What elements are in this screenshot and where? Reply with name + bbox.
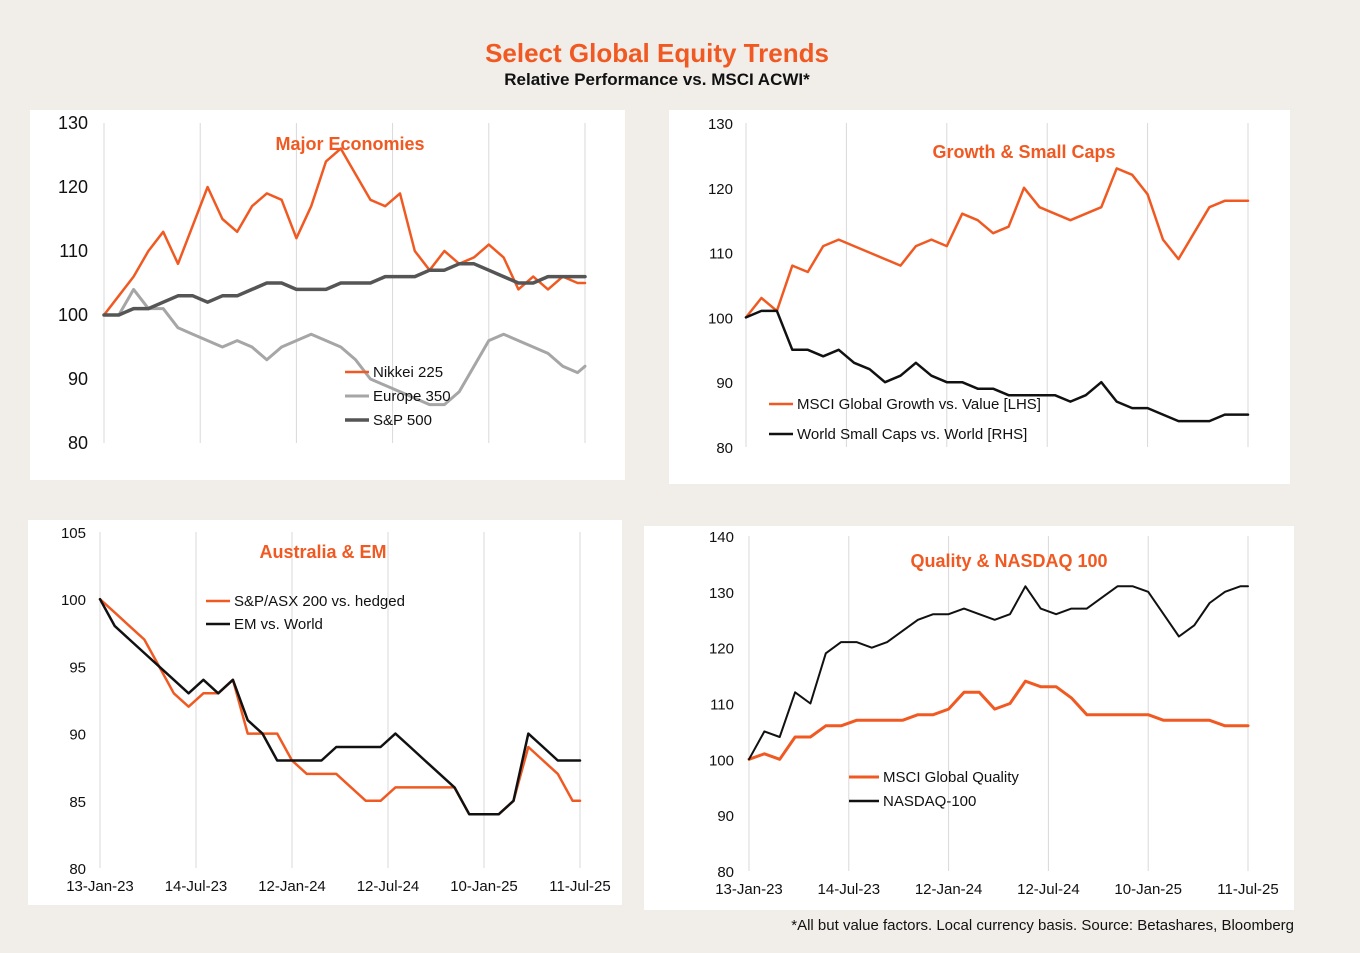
y-tick-label: 90	[716, 375, 733, 392]
y-tick-label: 120	[708, 181, 733, 198]
series-line-0	[744, 167, 1250, 319]
legend-label: S&P 500	[373, 412, 432, 429]
chart-quality: 13-Jan-23 14-Jul-23 12-Jan-24 12-Jul-24 10-J…	[709, 529, 1279, 898]
y-tick-label: 105	[61, 525, 86, 542]
y-tick-label: 130	[708, 116, 733, 133]
y-tick-label: 130	[58, 113, 88, 133]
y-tick-label: 80	[717, 864, 734, 881]
y-tick-label: 110	[709, 246, 733, 263]
y-tick-label: 100	[708, 310, 733, 327]
chart-title: Major Economies	[275, 134, 424, 154]
chart-growth: 130 120 110 100 90 80 Growth & Small Caps MSCI …	[708, 116, 1250, 457]
y-tick-label: 80	[68, 433, 88, 453]
x-tick-label: 13-Jan-23	[66, 878, 134, 895]
legend-label: Nikkei 225	[373, 364, 443, 381]
y-tick-label: 90	[68, 369, 88, 389]
series-line-0	[747, 679, 1250, 761]
x-tick-label: 13-Jan-23	[715, 881, 783, 898]
chart-title: Australia & EM	[259, 542, 386, 562]
legend-label: MSCI Global Quality	[883, 769, 1019, 786]
source-footnote: *All but value factors. Local currency b…	[791, 917, 1294, 934]
series-line-1	[748, 585, 1249, 761]
x-tick-label: 12-Jan-24	[258, 878, 326, 895]
panel-australia-em: 13-Jan-23 14-Jul-23 12-Jan-24 12-Jul-24 10-J…	[28, 520, 622, 905]
y-tick-label: 120	[709, 641, 734, 658]
y-tick-label: 80	[716, 440, 733, 457]
y-tick-label: 130	[709, 585, 734, 602]
legend-label: S&P/ASX 200 vs. hedged	[234, 593, 405, 610]
y-tick-label: 110	[59, 241, 88, 261]
x-tick-label: 11-Jul-25	[549, 878, 610, 895]
y-tick-label: 110	[710, 697, 734, 714]
series-line-2	[102, 262, 587, 317]
series-line-1	[102, 287, 587, 407]
chart-aus: 13-Jan-23 14-Jul-23 12-Jan-24 12-Jul-24 10-J…	[61, 525, 611, 895]
x-tick-label: 10-Jan-25	[450, 878, 518, 895]
x-tick-label: 11-Jul-25	[1217, 881, 1278, 898]
panel-growth-small-caps: 130 120 110 100 90 80 Growth & Small Caps MSCI …	[669, 110, 1290, 484]
chart-major: 130 120 110 100 90 80 Major Economies Nikkei 22…	[58, 113, 587, 453]
series-line-1	[744, 309, 1250, 423]
x-tick-label: 14-Jul-23	[818, 881, 881, 898]
page-subtitle: Relative Performance vs. MSCI ACWI*	[504, 70, 810, 89]
legend-label: MSCI Global Growth vs. Value [LHS]	[797, 396, 1041, 413]
chart-title: Growth & Small Caps	[932, 142, 1115, 162]
y-tick-label: 80	[69, 861, 86, 878]
y-tick-label: 100	[709, 752, 734, 769]
y-tick-label: 100	[58, 305, 88, 325]
legend-label: World Small Caps vs. World [RHS]	[797, 426, 1027, 443]
x-tick-label: 10-Jan-25	[1114, 881, 1182, 898]
y-tick-label: 90	[69, 727, 86, 744]
y-tick-label: 95	[69, 659, 86, 676]
legend-label: NASDAQ-100	[883, 793, 976, 810]
x-tick-label: 14-Jul-23	[165, 878, 228, 895]
panel-quality-nasdaq: 13-Jan-23 14-Jul-23 12-Jan-24 12-Jul-24 10-J…	[644, 526, 1294, 910]
legend-label: EM vs. World	[234, 616, 323, 633]
chart-title: Quality & NASDAQ 100	[910, 551, 1107, 571]
x-tick-label: 12-Jul-24	[1017, 881, 1080, 898]
y-tick-label: 140	[709, 529, 734, 546]
y-tick-label: 100	[61, 592, 86, 609]
series-line-0	[98, 597, 582, 816]
y-tick-label: 90	[717, 808, 734, 825]
series-line-1	[98, 597, 582, 816]
x-tick-label: 12-Jan-24	[915, 881, 983, 898]
legend-label: Europe 350	[373, 388, 451, 405]
page-title: Select Global Equity Trends	[485, 38, 829, 68]
series-line-0	[102, 147, 587, 317]
x-tick-label: 12-Jul-24	[357, 878, 420, 895]
y-tick-label: 120	[58, 177, 88, 197]
panel-major-economies: 130 120 110 100 90 80 Major Economies Nikkei 22…	[30, 110, 625, 480]
y-tick-label: 85	[69, 794, 86, 811]
